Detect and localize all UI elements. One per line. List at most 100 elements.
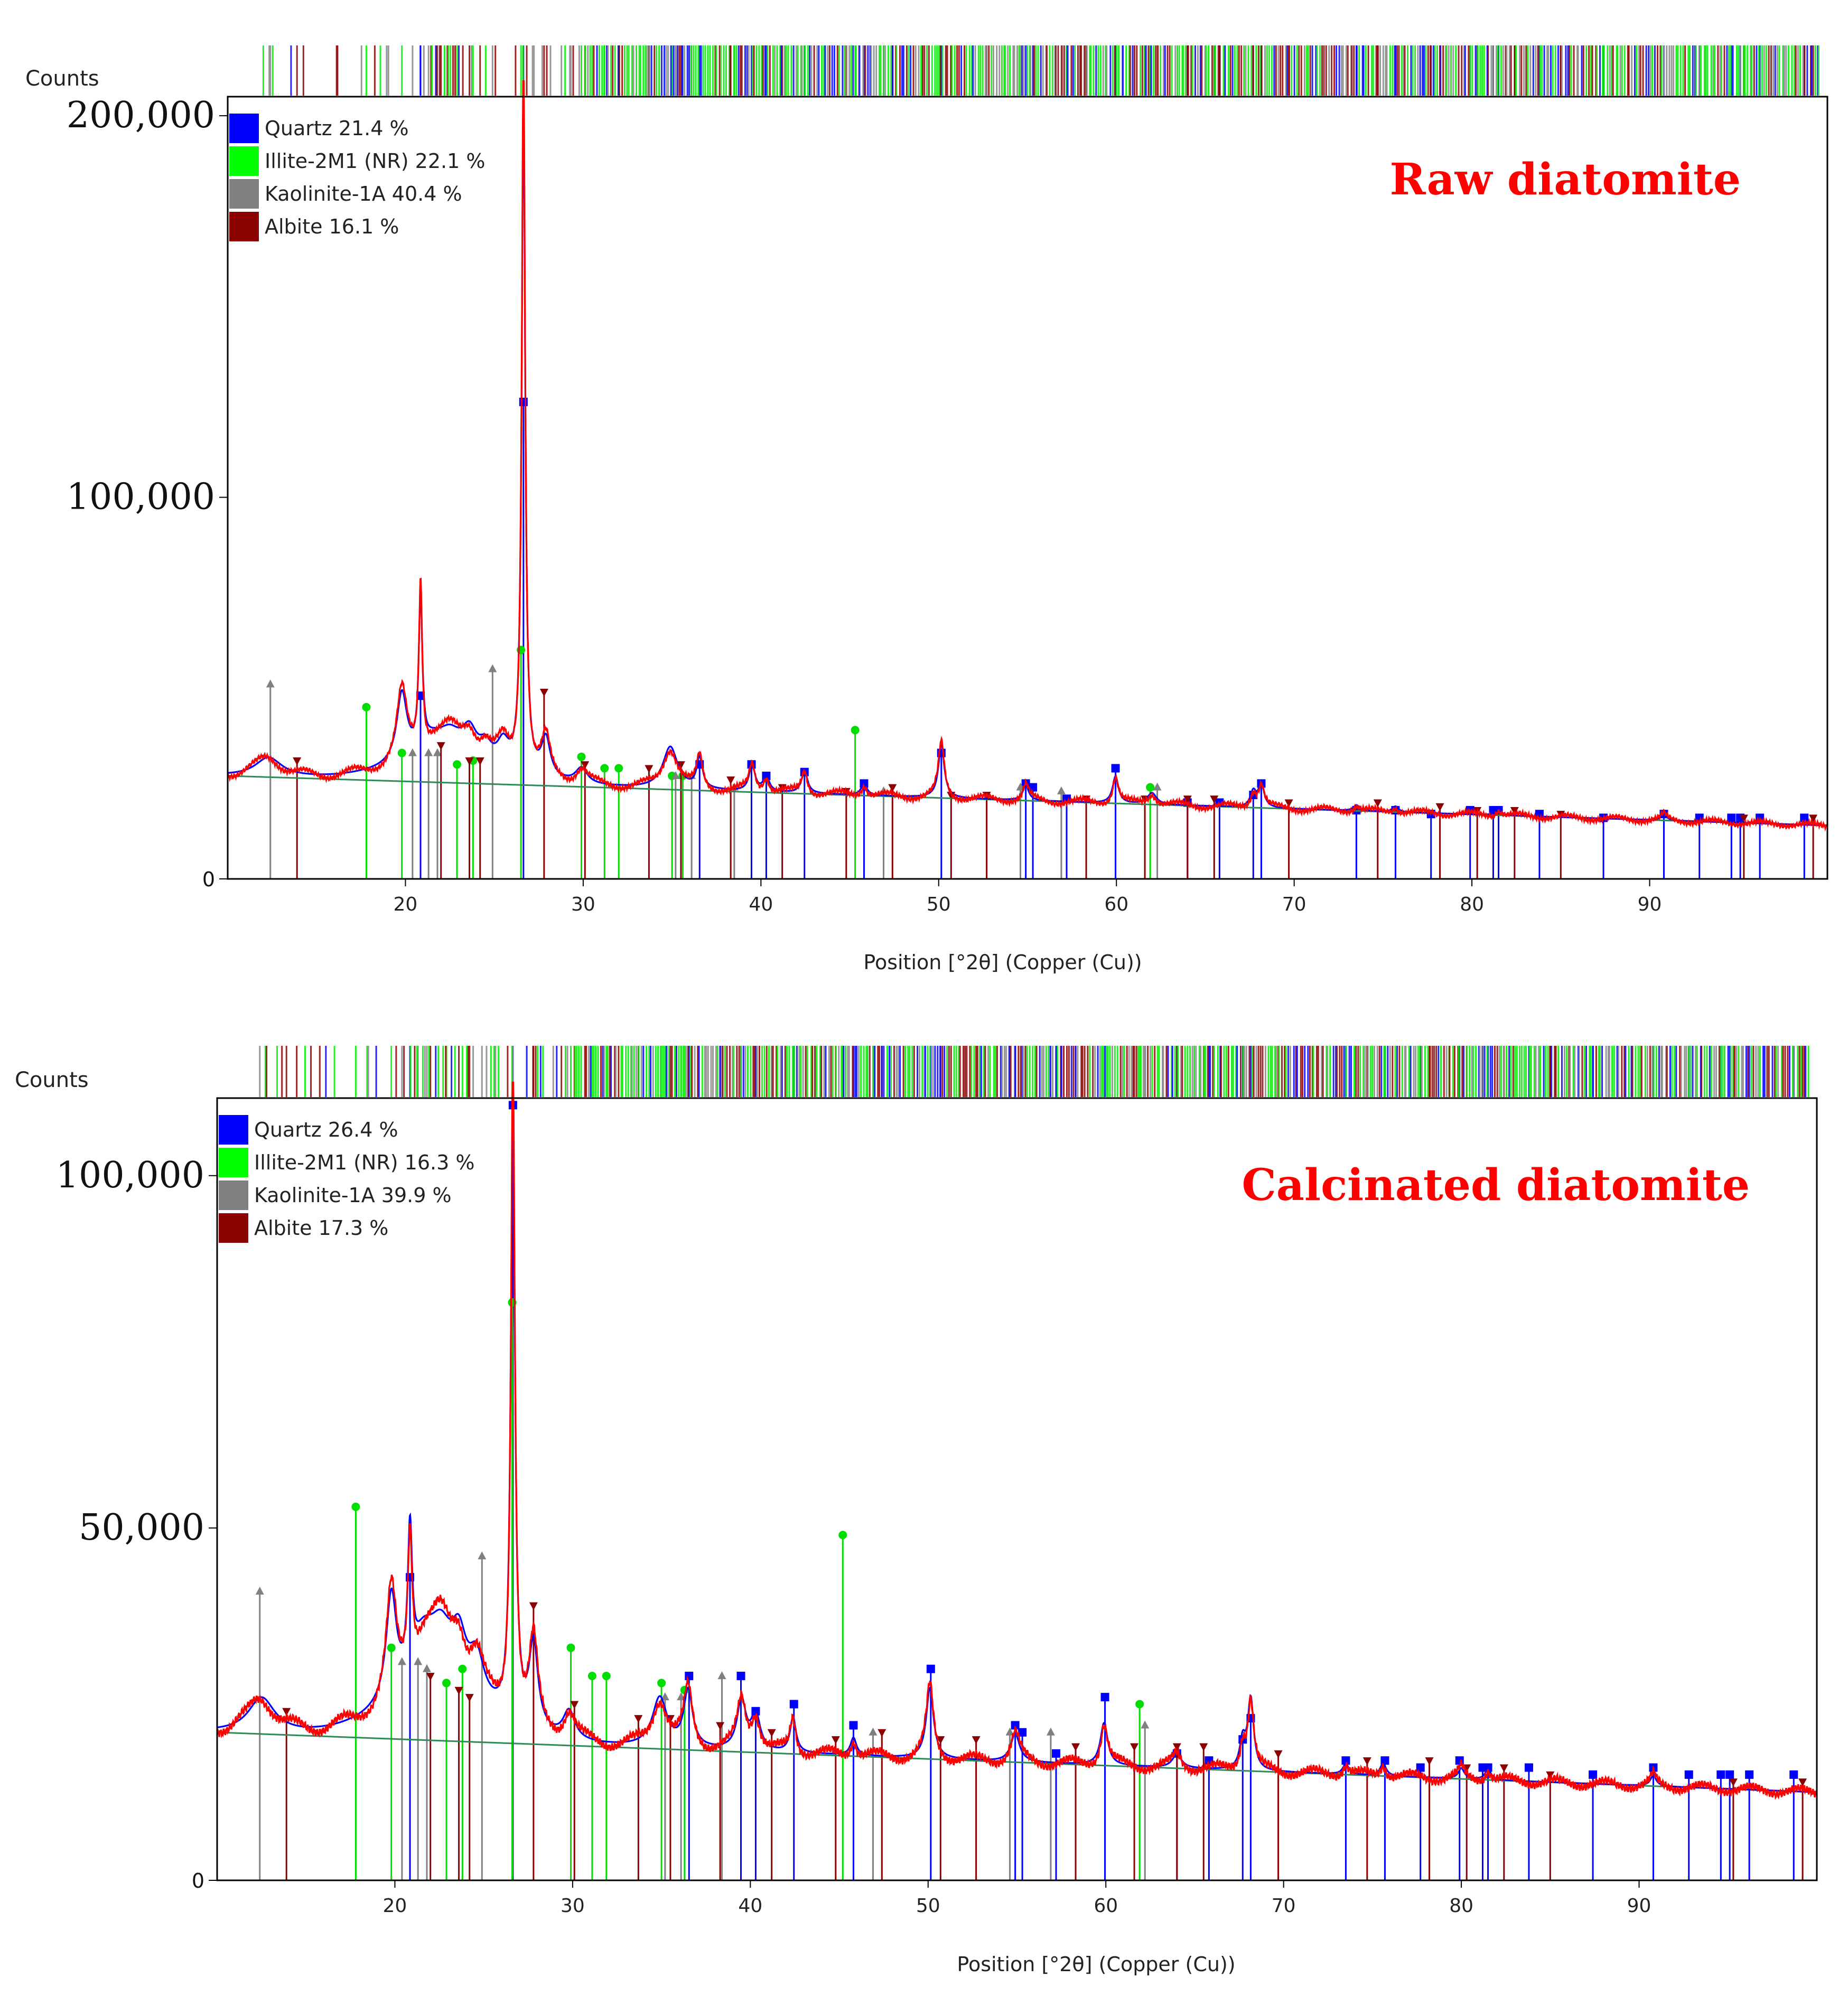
albite-marker <box>1172 1743 1181 1751</box>
albite-marker <box>1071 1743 1080 1751</box>
quartz-marker <box>1524 1763 1533 1772</box>
albite-marker <box>767 1729 776 1737</box>
illite-marker <box>362 702 371 711</box>
y-tick-label: 100,000 <box>56 1155 204 1196</box>
quartz-marker <box>1589 1770 1598 1779</box>
quartz-marker <box>1029 783 1038 792</box>
quartz-marker <box>849 1721 858 1730</box>
kaolinite-marker <box>397 1657 406 1665</box>
illite-marker <box>851 726 860 735</box>
phase-legend: Quartz 21.4 % Illite-2M1 (NR) 22.1 % Kaoli… <box>229 114 485 241</box>
legend-label: Illite-2M1 (NR) 16.3 % <box>254 1151 474 1174</box>
quartz-marker <box>685 1672 694 1681</box>
x-tick-label: 40 <box>738 1895 762 1917</box>
albite-marker <box>465 757 474 766</box>
quartz-marker <box>1052 1749 1061 1758</box>
albite-marker <box>831 1736 840 1745</box>
axis-ticks: 20 30 40 50 60 70 80 90 0 50,000 100,000 <box>56 1155 1651 1917</box>
reference-pattern-strip <box>262 45 1819 96</box>
kaolinite-marker <box>255 1586 264 1595</box>
albite-marker <box>1210 795 1219 804</box>
illite-marker <box>602 1672 611 1681</box>
quartz-marker <box>1341 1756 1350 1765</box>
albite-marker <box>1274 1750 1283 1758</box>
albite-marker <box>570 1701 579 1709</box>
albite-marker <box>888 784 897 792</box>
illite-marker <box>458 1664 467 1673</box>
illite-marker <box>351 1502 360 1511</box>
legend-label: Kaolinite-1A 39.9 % <box>254 1184 452 1207</box>
x-axis-label: Position [°2θ] (Copper (Cu)) <box>863 951 1142 974</box>
legend-swatch <box>229 212 259 241</box>
illite-marker <box>566 1643 575 1652</box>
quartz-marker <box>1727 813 1736 822</box>
illite-marker <box>397 748 406 757</box>
legend-label: Illite-2M1 (NR) 22.1 % <box>265 149 485 173</box>
quartz-marker <box>1800 813 1809 822</box>
albite-marker <box>645 765 654 773</box>
kaolinite-marker <box>478 1551 487 1560</box>
plot-frame <box>216 1097 1818 1881</box>
x-tick-label: 80 <box>1449 1895 1473 1917</box>
illite-marker <box>577 752 586 761</box>
chart-title: Calcinated diatomite <box>1242 1160 1750 1211</box>
calcinated-diatomite-panel: Counts 20 30 40 50 60 70 80 90 0 50,000 100,000 Qu… <box>15 1046 1818 1976</box>
observed-curve <box>227 80 1828 832</box>
albite-marker <box>1739 814 1748 823</box>
legend-label: Albite 17.3 % <box>254 1216 388 1240</box>
chart-title: Raw diatomite <box>1390 154 1741 205</box>
quartz-marker <box>1684 1770 1693 1779</box>
diffraction-curves <box>216 1081 1818 1800</box>
quartz-marker <box>1018 1728 1027 1737</box>
quartz-marker <box>1789 1770 1798 1779</box>
illite-marker <box>657 1679 666 1688</box>
legend-swatch <box>229 146 259 176</box>
kaolinite-marker <box>1046 1727 1055 1736</box>
phase-tick-markers <box>266 397 1818 879</box>
kaolinite-marker <box>1153 782 1162 791</box>
x-tick-label: 50 <box>927 894 951 915</box>
x-tick-label: 80 <box>1460 894 1484 915</box>
illite-marker <box>838 1531 847 1540</box>
albite-marker <box>1809 814 1818 823</box>
legend-swatch <box>219 1115 248 1145</box>
calculated-curve <box>228 100 1827 827</box>
y-axis-counts-label: Counts <box>25 67 99 91</box>
legend-swatch <box>229 179 259 209</box>
albite-marker <box>1130 1743 1139 1751</box>
legend-label: Kaolinite-1A 40.4 % <box>265 182 462 205</box>
quartz-marker <box>1725 1770 1734 1779</box>
albite-marker <box>1729 1778 1738 1787</box>
y-tick-label: 0 <box>202 868 215 891</box>
albite-marker <box>1425 1757 1434 1766</box>
illite-marker <box>587 1672 596 1681</box>
x-tick-label: 60 <box>1104 894 1128 915</box>
illite-marker <box>442 1679 451 1688</box>
y-tick-label: 0 <box>192 1869 204 1892</box>
quartz-marker <box>1483 1763 1492 1772</box>
quartz-marker <box>789 1700 798 1709</box>
quartz-marker <box>1716 1770 1725 1779</box>
kaolinite-marker <box>671 771 680 779</box>
quartz-marker <box>1745 1770 1754 1779</box>
kaolinite-marker <box>869 1727 878 1736</box>
albite-marker <box>465 1694 474 1702</box>
legend-swatch <box>219 1148 248 1177</box>
kaolinite-marker <box>408 748 417 756</box>
albite-marker <box>1284 799 1293 808</box>
albite-marker <box>726 776 735 785</box>
albite-marker <box>972 1736 981 1745</box>
kaolinite-marker <box>717 1671 726 1680</box>
albite-marker <box>436 742 445 751</box>
albite-marker <box>878 1729 886 1737</box>
illite-marker <box>1146 783 1155 792</box>
quartz-marker <box>416 691 425 700</box>
x-tick-label: 20 <box>394 894 418 915</box>
albite-marker <box>293 757 302 766</box>
legend-label: Albite 16.1 % <box>265 215 399 238</box>
x-tick-label: 40 <box>749 894 773 915</box>
albite-marker <box>1199 1743 1208 1751</box>
albite-marker <box>1183 795 1192 804</box>
kaolinite-marker <box>660 1692 669 1701</box>
